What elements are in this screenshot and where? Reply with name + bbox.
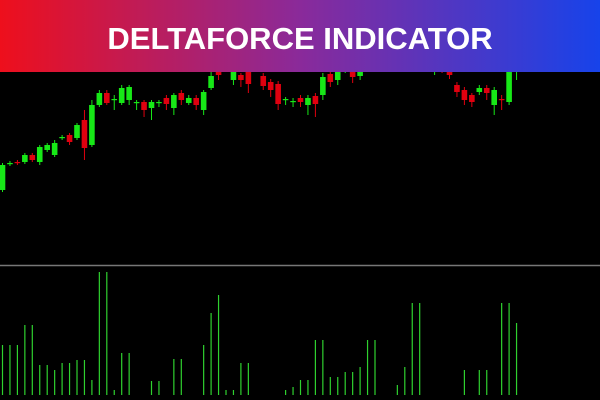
candle-body — [59, 137, 65, 139]
candle-body — [454, 85, 460, 92]
candle-body — [327, 74, 334, 82]
candle-body — [44, 145, 50, 150]
candle-body — [163, 98, 170, 104]
candle-body — [148, 102, 155, 108]
candle-body — [0, 165, 6, 190]
candle-body — [66, 135, 73, 142]
candle-body — [297, 98, 304, 102]
candle-body — [74, 125, 80, 138]
candle-body — [178, 93, 185, 100]
candle-body — [320, 77, 326, 95]
title-banner — [0, 0, 600, 72]
candle-body — [476, 88, 483, 92]
candle-body — [469, 95, 475, 102]
price-panel — [0, 51, 520, 192]
candle-body — [282, 99, 289, 101]
candle-body — [275, 84, 281, 104]
candle-body — [312, 96, 319, 104]
candle-body — [14, 162, 21, 164]
candle-body — [200, 92, 207, 110]
candle-body — [193, 98, 199, 105]
chart-title: DELTAFORCE INDICATOR — [107, 21, 492, 56]
candle-body — [349, 68, 356, 77]
candle-body — [51, 143, 58, 155]
candle-body — [461, 90, 468, 100]
candle-body — [7, 163, 13, 165]
candle-body — [238, 75, 244, 80]
candle-body — [215, 70, 222, 75]
candle-body — [104, 93, 110, 103]
candle-body — [245, 72, 252, 84]
candle-body — [208, 76, 214, 88]
candle-body — [230, 72, 237, 80]
candle-body — [185, 98, 192, 103]
candle-body — [290, 101, 296, 103]
candle-body — [305, 98, 311, 105]
candle-body — [483, 88, 490, 93]
candle-body — [260, 76, 267, 86]
candle-body — [141, 102, 147, 110]
candle-body — [133, 102, 140, 104]
candle-body — [22, 155, 28, 162]
candle-body — [171, 95, 177, 108]
candle-body — [29, 155, 36, 160]
candle-body — [118, 88, 125, 103]
candle-body — [89, 105, 95, 145]
candle-body — [111, 99, 118, 101]
candle-body — [126, 87, 132, 100]
indicator-panel — [1, 272, 518, 395]
candle-body — [156, 102, 162, 104]
candle-body — [491, 90, 497, 105]
candle-body — [506, 70, 512, 102]
candle-body — [36, 147, 43, 162]
candle-body — [81, 120, 88, 148]
candle-body — [267, 82, 274, 90]
candle-body — [498, 99, 505, 101]
candle-body — [334, 72, 341, 80]
candle-body — [96, 93, 103, 105]
